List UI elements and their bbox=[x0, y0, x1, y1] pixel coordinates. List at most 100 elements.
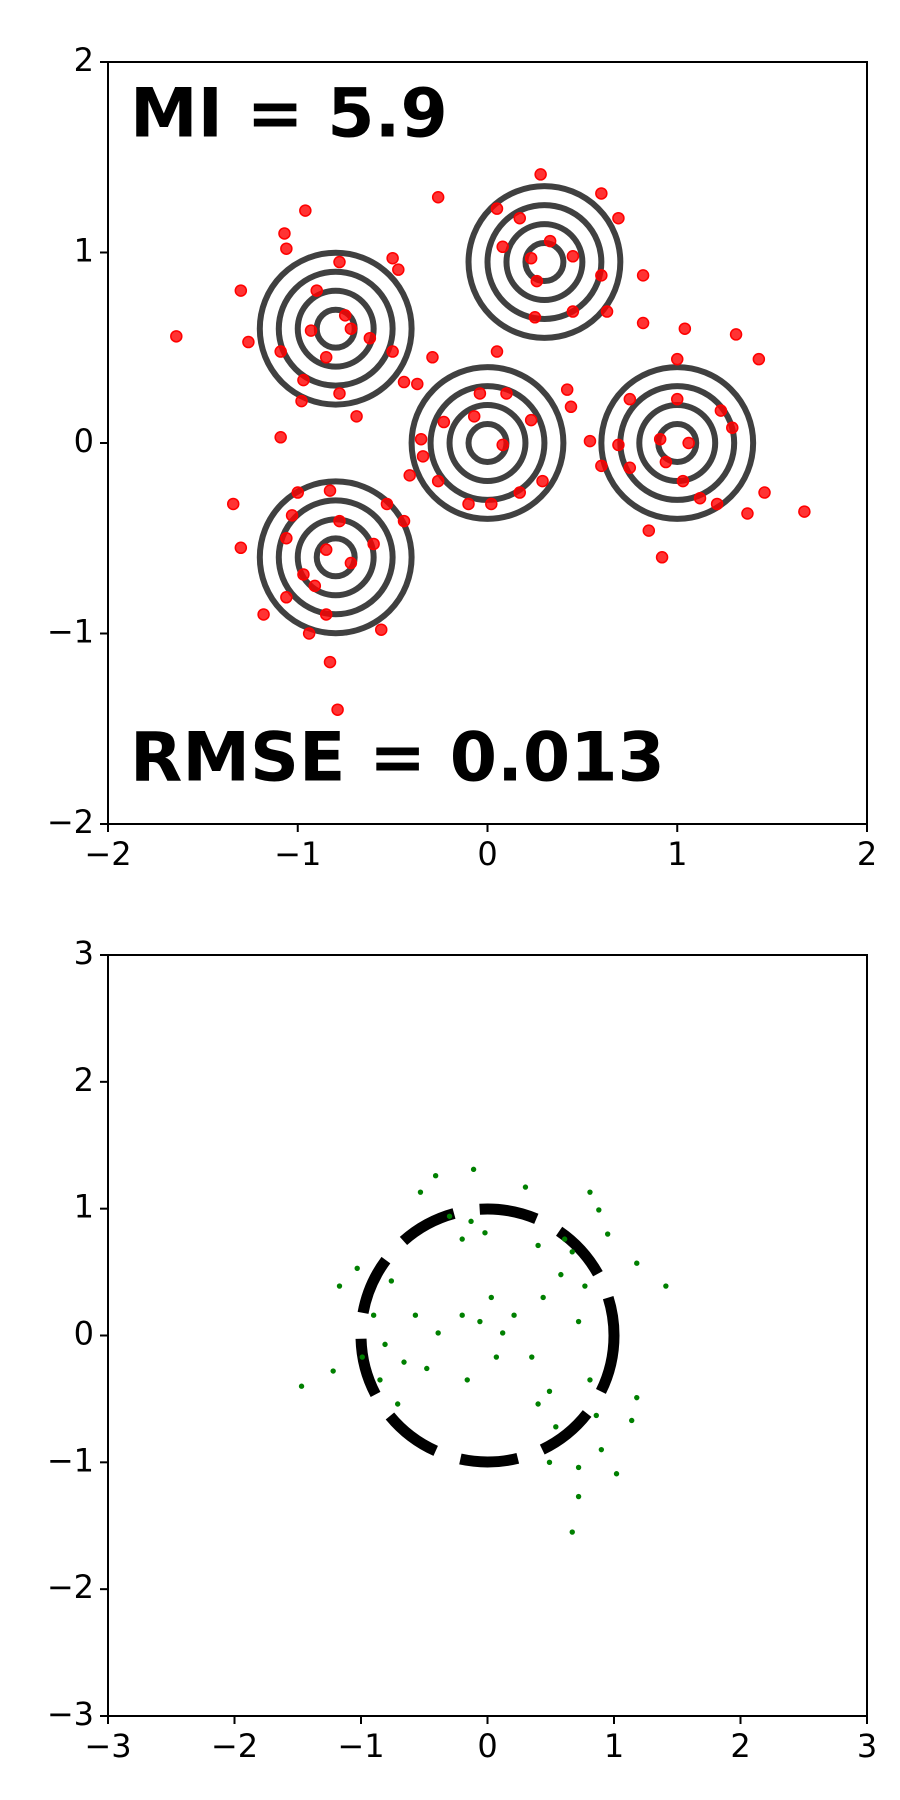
point bbox=[299, 204, 312, 217]
point bbox=[524, 413, 538, 427]
annotation: RMSE = 0.013 bbox=[130, 719, 665, 798]
point bbox=[575, 1318, 582, 1325]
x-tick-label: 2 bbox=[730, 1727, 750, 1765]
point bbox=[302, 627, 316, 640]
point bbox=[310, 284, 323, 297]
point bbox=[278, 227, 291, 240]
point bbox=[323, 655, 337, 669]
contour bbox=[256, 478, 415, 637]
point bbox=[546, 1388, 553, 1395]
dashed-circle bbox=[355, 1203, 620, 1468]
point bbox=[540, 1294, 546, 1301]
y-tick-label: 3 bbox=[74, 934, 94, 972]
plot-area bbox=[170, 168, 811, 716]
x-tick-label: 3 bbox=[857, 1727, 877, 1765]
x-tick-label: 1 bbox=[604, 1727, 624, 1765]
point bbox=[468, 1218, 474, 1225]
point bbox=[280, 242, 293, 255]
point bbox=[682, 436, 695, 450]
point bbox=[462, 497, 475, 511]
point bbox=[394, 1401, 401, 1407]
point bbox=[642, 524, 656, 537]
point bbox=[566, 305, 580, 318]
point bbox=[350, 410, 363, 423]
contour bbox=[408, 364, 567, 522]
point bbox=[414, 432, 428, 446]
point bbox=[323, 484, 337, 497]
x-tick-label: 0 bbox=[477, 835, 497, 873]
point bbox=[612, 438, 625, 452]
point bbox=[678, 322, 692, 335]
point bbox=[234, 284, 248, 297]
x-tick-label: −2 bbox=[211, 1727, 258, 1765]
point bbox=[297, 373, 310, 387]
point bbox=[569, 1529, 575, 1535]
point bbox=[234, 541, 248, 555]
point bbox=[170, 330, 183, 343]
point bbox=[587, 1377, 593, 1383]
point bbox=[636, 316, 650, 330]
point bbox=[613, 1471, 620, 1477]
point bbox=[485, 497, 498, 511]
point bbox=[710, 497, 724, 511]
point bbox=[304, 324, 318, 337]
point bbox=[382, 1341, 388, 1348]
point bbox=[587, 1189, 593, 1195]
contour bbox=[275, 497, 396, 618]
point bbox=[493, 1354, 500, 1360]
y-tick-label: 1 bbox=[74, 232, 94, 270]
point bbox=[295, 394, 308, 408]
point bbox=[319, 543, 333, 556]
contour bbox=[313, 535, 358, 580]
point bbox=[596, 1207, 602, 1213]
point bbox=[432, 1172, 439, 1179]
point bbox=[464, 1377, 470, 1383]
point bbox=[431, 474, 445, 488]
point bbox=[543, 234, 557, 248]
x-tick-label: −1 bbox=[337, 1727, 384, 1765]
point bbox=[344, 322, 358, 335]
point bbox=[482, 1230, 488, 1236]
point bbox=[535, 1401, 541, 1407]
x-tick-label: 1 bbox=[667, 835, 687, 873]
point bbox=[298, 1383, 305, 1389]
point bbox=[534, 168, 547, 181]
point bbox=[564, 400, 578, 414]
contour bbox=[636, 402, 719, 484]
point bbox=[467, 410, 481, 423]
point bbox=[319, 608, 333, 621]
point bbox=[488, 1294, 494, 1301]
point bbox=[600, 305, 614, 318]
axes-frame bbox=[107, 954, 868, 1717]
point bbox=[582, 1283, 588, 1289]
point bbox=[671, 352, 684, 366]
point bbox=[386, 345, 399, 358]
point bbox=[490, 345, 504, 358]
point bbox=[370, 1312, 377, 1318]
x-tick-label: 2 bbox=[857, 835, 877, 873]
point bbox=[535, 1242, 541, 1249]
point bbox=[741, 507, 754, 520]
point bbox=[575, 1464, 582, 1471]
point bbox=[411, 377, 424, 391]
point bbox=[798, 505, 811, 518]
contour bbox=[484, 202, 605, 322]
y-tick-label: 2 bbox=[74, 41, 94, 79]
point bbox=[424, 1365, 430, 1372]
point bbox=[416, 450, 430, 463]
x-tick-label: −3 bbox=[84, 1727, 131, 1765]
contour bbox=[294, 287, 377, 370]
point bbox=[634, 1394, 640, 1401]
y-tick-label: −2 bbox=[47, 803, 94, 841]
point bbox=[319, 351, 333, 364]
point bbox=[359, 1354, 365, 1360]
point bbox=[397, 514, 411, 528]
point bbox=[513, 486, 527, 499]
point bbox=[558, 1271, 564, 1278]
point bbox=[583, 434, 597, 448]
point bbox=[528, 311, 542, 324]
annotation: MI = 5.9 bbox=[130, 75, 448, 154]
point bbox=[612, 211, 625, 225]
point bbox=[336, 1283, 343, 1289]
point bbox=[459, 1236, 465, 1242]
